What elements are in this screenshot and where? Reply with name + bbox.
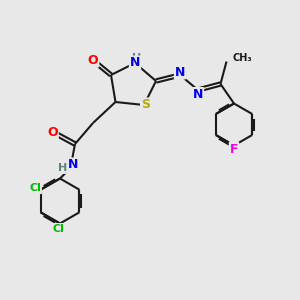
Text: O: O	[47, 125, 58, 139]
Text: N: N	[130, 56, 140, 70]
Text: N: N	[175, 65, 185, 79]
Text: S: S	[141, 98, 150, 112]
Text: Cl: Cl	[52, 224, 64, 234]
Text: Cl: Cl	[29, 183, 41, 193]
Text: N: N	[193, 88, 203, 101]
Text: CH₃: CH₃	[232, 53, 252, 64]
Text: F: F	[230, 142, 238, 156]
Text: O: O	[88, 53, 98, 67]
Text: N: N	[68, 158, 79, 172]
Text: H: H	[58, 163, 68, 173]
Text: H: H	[132, 53, 141, 64]
